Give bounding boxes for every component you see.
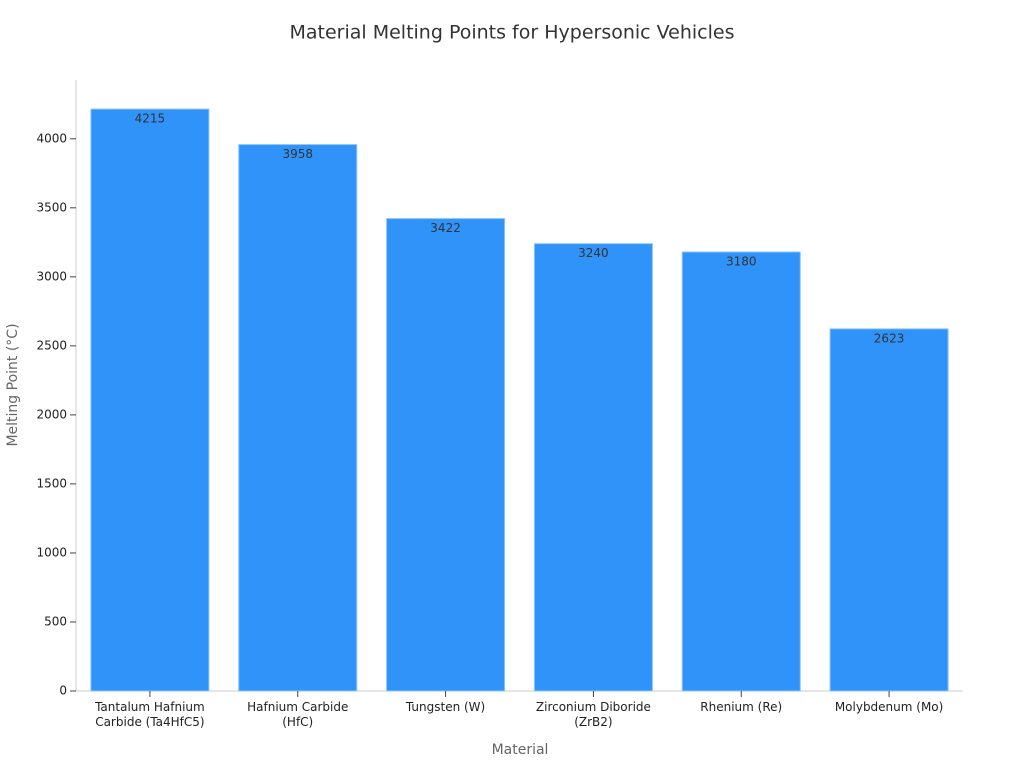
value-label: 3422 bbox=[430, 221, 461, 235]
bar bbox=[681, 251, 801, 692]
x-tick-label: Tantalum Hafnium Carbide (Ta4HfC5) bbox=[95, 700, 205, 729]
value-label: 2623 bbox=[874, 331, 905, 345]
value-label: 3240 bbox=[578, 246, 609, 260]
y-tick-label: 500 bbox=[44, 614, 67, 628]
x-tick-label: Zirconium Diboride (ZrB2) bbox=[535, 700, 651, 729]
y-tick-label: 0 bbox=[59, 684, 67, 698]
bar bbox=[238, 144, 358, 692]
y-tick-label: 1500 bbox=[36, 476, 67, 490]
value-label: 4215 bbox=[135, 112, 166, 126]
bar bbox=[90, 108, 210, 692]
bar bbox=[533, 243, 653, 692]
x-tick-label: Rhenium (Re) bbox=[700, 700, 783, 714]
chart-title: Material Melting Points for Hypersonic V… bbox=[289, 22, 734, 44]
y-tick-label: 1000 bbox=[36, 545, 67, 559]
x-tick-label: Molybdenum (Mo) bbox=[834, 700, 944, 714]
bar bbox=[829, 328, 949, 692]
y-tick-label: 3000 bbox=[36, 269, 67, 283]
x-tick-label: Tungsten (W) bbox=[405, 700, 486, 714]
y-tick-label: 3500 bbox=[36, 200, 67, 214]
bar bbox=[386, 218, 506, 692]
value-label: 3180 bbox=[726, 254, 757, 268]
y-tick-label: 2500 bbox=[36, 338, 67, 352]
y-axis-label: Melting Point (°C) bbox=[5, 323, 21, 446]
x-tick-label: Hafnium Carbide (HfC) bbox=[247, 700, 349, 729]
value-label: 3958 bbox=[282, 147, 313, 161]
x-axis-label: Material bbox=[492, 742, 549, 758]
y-tick-label: 4000 bbox=[36, 131, 67, 145]
y-tick-label: 2000 bbox=[36, 407, 67, 421]
